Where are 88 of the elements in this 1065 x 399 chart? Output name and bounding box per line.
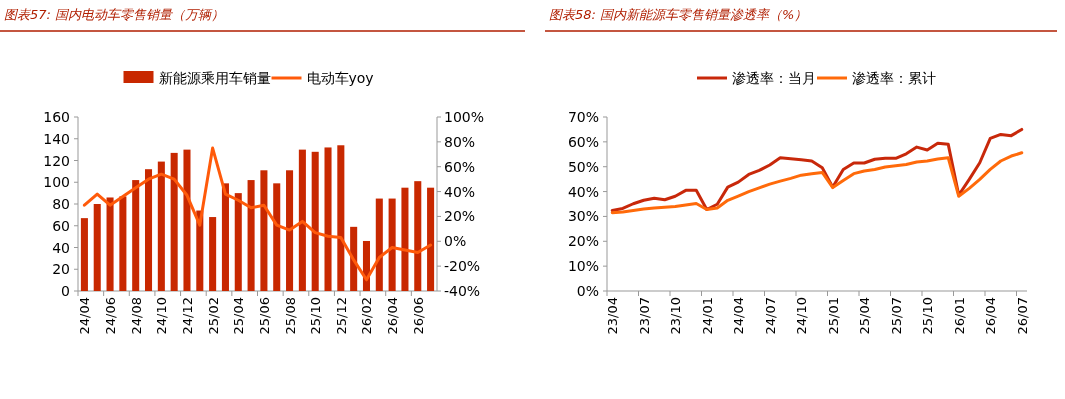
bar [144, 169, 153, 291]
x-tick-label: 24/10 [154, 297, 170, 335]
bar [286, 170, 294, 291]
x-tick-label: 26/02 [359, 297, 375, 335]
x-tick-label: 25/06 [256, 297, 272, 335]
x-tick-label: 26/06 [410, 297, 426, 335]
y-tick-label: 100 [43, 174, 70, 191]
bar [350, 226, 358, 291]
y-tick-label: 120 [43, 152, 70, 169]
bar [337, 145, 345, 291]
x-tick-label: 24/12 [179, 297, 195, 335]
x-tick-label: 25/04 [231, 297, 247, 335]
y2-tick-label: -40% [444, 283, 481, 299]
bar [324, 147, 332, 291]
bar [157, 161, 165, 291]
y-tick-label: 30% [567, 208, 599, 225]
y2-tick-label: 20% [444, 208, 476, 225]
x-tick-label: 25/10 [308, 297, 324, 335]
bar [401, 187, 409, 291]
bar [234, 193, 242, 291]
y2-tick-label: 0% [444, 233, 467, 250]
x-tick-label: 26/07 [1014, 297, 1030, 335]
bar [311, 151, 319, 291]
bar [273, 183, 281, 291]
y2-tick-label: 80% [444, 133, 476, 150]
x-tick-label: 24/04 [77, 297, 93, 335]
y2-tick-label: 40% [444, 183, 476, 200]
y2-tick-label: 100% [444, 109, 485, 125]
bar [375, 198, 383, 291]
y-tick-label: 0 [61, 283, 70, 299]
y-tick-label: 80 [52, 196, 70, 212]
bar [209, 217, 217, 291]
y-tick-label: 20% [567, 233, 599, 250]
x-tick-label: 24/01 [699, 297, 715, 335]
x-tick-label: 24/04 [731, 297, 747, 335]
x-tick-label: 24/06 [103, 297, 119, 335]
x-tick-label: 25/08 [282, 297, 298, 335]
x-tick-label: 25/10 [920, 297, 936, 335]
bar [260, 170, 268, 291]
bar [427, 187, 435, 291]
y-tick-label: 10% [567, 258, 599, 275]
x-tick-label: 26/01 [951, 297, 967, 335]
y-tick-label: 70% [567, 109, 599, 125]
bar [183, 149, 191, 291]
bar [119, 196, 127, 291]
y-tick-label: 60% [567, 133, 599, 150]
bar [298, 149, 306, 291]
legend-label: 新能源乘用车销量 [158, 70, 271, 86]
x-tick-label: 25/01 [825, 297, 841, 335]
x-tick-label: 23/07 [636, 297, 652, 335]
y2-tick-label: -20% [444, 258, 481, 275]
y-tick-label: 40 [52, 239, 70, 256]
x-tick-label: 25/12 [333, 297, 349, 335]
x-tick-label: 25/04 [857, 297, 873, 335]
legend-label: 渗透率：当月 [732, 70, 816, 86]
y-tick-label: 140 [43, 130, 70, 147]
x-tick-label: 26/04 [385, 297, 401, 335]
line-series [82, 146, 433, 282]
x-tick-label: 24/07 [762, 297, 778, 335]
chart-title: 图表57: 国内电动车零售销量（万辆） [4, 7, 225, 22]
bar [106, 197, 114, 291]
x-tick-label: 26/04 [983, 297, 999, 335]
bar [247, 180, 255, 291]
bar [93, 204, 101, 291]
line-series [610, 127, 1024, 212]
x-tick-label: 24/08 [128, 297, 144, 335]
bar [388, 198, 396, 291]
chart-title: 图表58: 国内新能源车零售销量渗透率（%） [549, 7, 808, 22]
x-tick-label: 23/04 [605, 297, 621, 335]
y-tick-label: 40% [567, 183, 599, 200]
x-tick-label: 25/07 [888, 297, 904, 335]
line-series [610, 151, 1024, 215]
legend-label: 电动车yoy [306, 70, 374, 86]
bar [80, 218, 88, 291]
y-tick-label: 160 [43, 109, 70, 125]
bar [132, 180, 140, 291]
y-tick-label: 20 [52, 261, 70, 278]
bar [170, 152, 178, 291]
bar [221, 183, 229, 291]
y2-tick-label: 60% [444, 158, 476, 175]
y-tick-label: 50% [567, 158, 599, 175]
y-tick-label: 60 [52, 217, 70, 234]
bar [414, 181, 422, 291]
legend-label: 渗透率：累计 [852, 70, 936, 86]
x-tick-label: 23/10 [668, 297, 684, 335]
x-tick-label: 25/02 [205, 297, 221, 335]
x-tick-label: 24/10 [794, 297, 810, 335]
y-tick-label: 0% [576, 283, 599, 299]
